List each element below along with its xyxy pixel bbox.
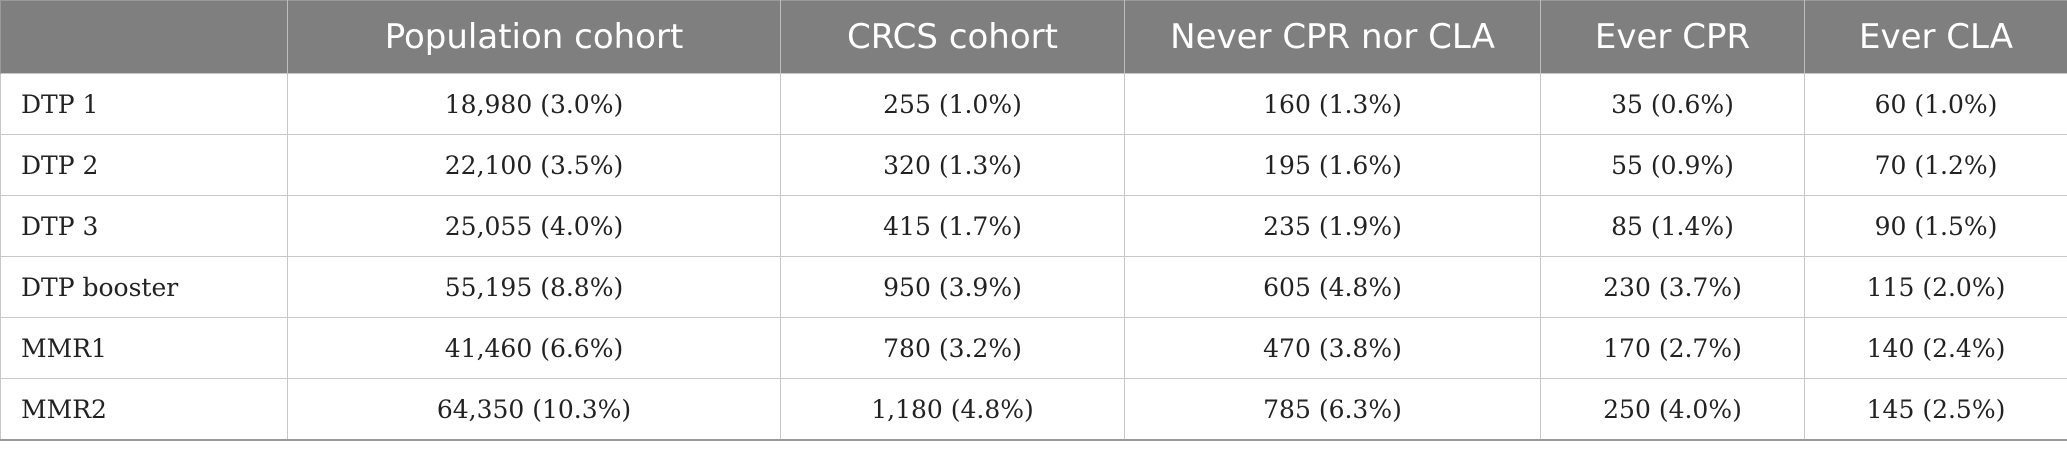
header-cell-ever-cpr: Ever CPR bbox=[1540, 0, 1805, 74]
table-row: MMR1 41,460 (6.6%) 780 (3.2%) 470 (3.8%)… bbox=[0, 317, 2067, 379]
table-body: DTP 1 18,980 (3.0%) 255 (1.0%) 160 (1.3%… bbox=[0, 73, 2067, 441]
table-cell: 230 (3.7%) bbox=[1540, 256, 1805, 318]
table-cell: 90 (1.5%) bbox=[1804, 195, 2067, 257]
table-cell: 41,460 (6.6%) bbox=[287, 317, 781, 379]
vaccination-table-container: Population cohort CRCS cohort Never CPR … bbox=[0, 0, 2067, 441]
table-cell: 140 (2.4%) bbox=[1804, 317, 2067, 379]
table-cell: 780 (3.2%) bbox=[780, 317, 1125, 379]
table-cell: 235 (1.9%) bbox=[1124, 195, 1541, 257]
row-label-cell: MMR2 bbox=[0, 378, 288, 441]
table-cell: 64,350 (10.3%) bbox=[287, 378, 781, 441]
row-label-cell: MMR1 bbox=[0, 317, 288, 379]
table-cell: 785 (6.3%) bbox=[1124, 378, 1541, 441]
table-cell: 22,100 (3.5%) bbox=[287, 134, 781, 196]
header-cell-never-cpr-nor-cla: Never CPR nor CLA bbox=[1124, 0, 1541, 74]
header-cell-crcs-cohort: CRCS cohort bbox=[780, 0, 1125, 74]
table-cell: 25,055 (4.0%) bbox=[287, 195, 781, 257]
table-cell: 35 (0.6%) bbox=[1540, 73, 1805, 135]
vaccination-table: Population cohort CRCS cohort Never CPR … bbox=[0, 0, 2067, 441]
table-cell: 60 (1.0%) bbox=[1804, 73, 2067, 135]
table-cell: 320 (1.3%) bbox=[780, 134, 1125, 196]
table-cell: 170 (2.7%) bbox=[1540, 317, 1805, 379]
table-cell: 950 (3.9%) bbox=[780, 256, 1125, 318]
table-cell: 605 (4.8%) bbox=[1124, 256, 1541, 318]
header-cell-ever-cla: Ever CLA bbox=[1804, 0, 2067, 74]
row-label-cell: DTP 3 bbox=[0, 195, 288, 257]
row-label-cell: DTP booster bbox=[0, 256, 288, 318]
table-row: DTP 3 25,055 (4.0%) 415 (1.7%) 235 (1.9%… bbox=[0, 195, 2067, 257]
table-cell: 55 (0.9%) bbox=[1540, 134, 1805, 196]
table-row: DTP booster 55,195 (8.8%) 950 (3.9%) 605… bbox=[0, 256, 2067, 318]
table-cell: 55,195 (8.8%) bbox=[287, 256, 781, 318]
table-row: DTP 1 18,980 (3.0%) 255 (1.0%) 160 (1.3%… bbox=[0, 73, 2067, 135]
table-cell: 250 (4.0%) bbox=[1540, 378, 1805, 441]
table-row: DTP 2 22,100 (3.5%) 320 (1.3%) 195 (1.6%… bbox=[0, 134, 2067, 196]
table-cell: 160 (1.3%) bbox=[1124, 73, 1541, 135]
table-cell: 115 (2.0%) bbox=[1804, 256, 2067, 318]
table-cell: 70 (1.2%) bbox=[1804, 134, 2067, 196]
row-label-cell: DTP 2 bbox=[0, 134, 288, 196]
table-row: MMR2 64,350 (10.3%) 1,180 (4.8%) 785 (6.… bbox=[0, 378, 2067, 441]
table-cell: 85 (1.4%) bbox=[1540, 195, 1805, 257]
table-cell: 1,180 (4.8%) bbox=[780, 378, 1125, 441]
table-cell: 255 (1.0%) bbox=[780, 73, 1125, 135]
table-cell: 470 (3.8%) bbox=[1124, 317, 1541, 379]
table-cell: 18,980 (3.0%) bbox=[287, 73, 781, 135]
header-cell-population-cohort: Population cohort bbox=[287, 0, 781, 74]
table-cell: 145 (2.5%) bbox=[1804, 378, 2067, 441]
header-row: Population cohort CRCS cohort Never CPR … bbox=[0, 0, 2067, 74]
header-cell-row-label bbox=[0, 0, 288, 74]
row-label-cell: DTP 1 bbox=[0, 73, 288, 135]
table-header: Population cohort CRCS cohort Never CPR … bbox=[0, 0, 2067, 74]
table-cell: 195 (1.6%) bbox=[1124, 134, 1541, 196]
table-cell: 415 (1.7%) bbox=[780, 195, 1125, 257]
